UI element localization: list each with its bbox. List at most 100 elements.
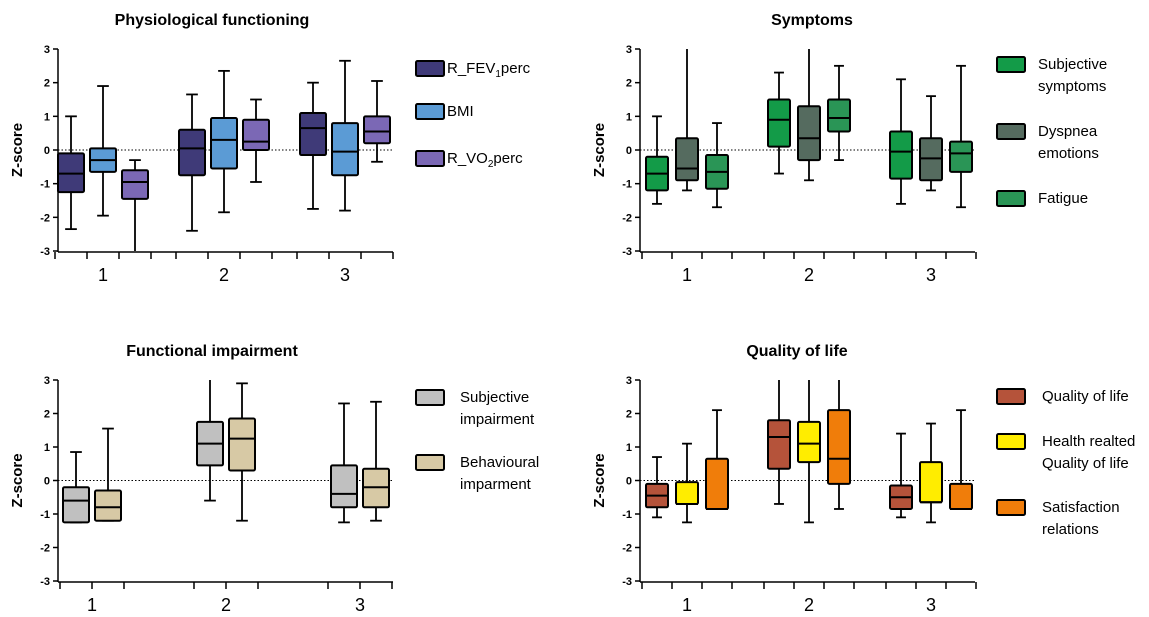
y-tick-label: 2 <box>626 78 632 90</box>
chart-panel-1: Physiological functioning Z-score 3 2 1 0 -1 -2… <box>9 12 531 285</box>
legend-swatch <box>415 454 445 471</box>
box-body <box>889 130 913 180</box>
chart-title: Symptoms <box>771 12 853 29</box>
legend-swatch <box>415 389 445 406</box>
box-body <box>228 417 256 472</box>
box-r-fev1perc <box>299 81 327 210</box>
legend-label: Subjective <box>460 389 529 406</box>
box-body <box>330 464 358 509</box>
box-body <box>827 98 851 133</box>
box-body <box>210 117 238 170</box>
y-tick-label: 1 <box>44 442 50 454</box>
y-tick-label: 0 <box>44 145 50 157</box>
box-bmi <box>89 85 117 217</box>
legend-label: symptoms <box>1038 78 1106 95</box>
box-satisfaction-relations <box>949 409 973 510</box>
box-dyspnea-emotions <box>675 49 699 192</box>
box-quality-of-life <box>767 380 791 505</box>
legend-label: Satisfaction <box>1042 499 1120 516</box>
box-body <box>62 486 90 524</box>
box-subjective-symptoms <box>645 115 669 205</box>
y-tick-label: 1 <box>626 111 632 123</box>
box-body <box>949 140 973 173</box>
legend-swatch <box>415 103 445 120</box>
box-health-realted-quality-of-life <box>675 442 699 524</box>
y-tick-label: -1 <box>40 179 50 191</box>
legend-label: imparment <box>460 476 532 493</box>
chart-panel-2: Symptoms Z-score 3 2 1 0 -1 -2 -3 1 2 3 Subjective sy… <box>591 12 1107 285</box>
box-body <box>121 169 149 200</box>
box-satisfaction-relations <box>705 409 729 510</box>
x-tick-label: 1 <box>87 595 97 615</box>
y-axis-label: Z-score <box>9 123 26 177</box>
box-r-vo2perc <box>121 159 149 251</box>
x-tick-label: 2 <box>219 265 229 285</box>
legend-label: Behavioural <box>460 454 539 471</box>
legend-item: R_VO2perc <box>415 150 523 170</box>
box-subjective-symptoms <box>767 71 791 175</box>
box-subjective-impairment <box>330 402 358 524</box>
y-tick-label: 2 <box>626 409 632 421</box>
legend-item: Quality of life <box>996 388 1129 405</box>
legend-label: Dyspnea <box>1038 123 1098 140</box>
x-tick-label: 3 <box>355 595 365 615</box>
legend-label: Subjective <box>1038 56 1107 73</box>
y-axis-label: Z-score <box>9 453 26 507</box>
y-tick-label: -3 <box>622 246 632 258</box>
box-fatigue <box>949 64 973 209</box>
legend-label: R_FEV1perc <box>447 60 531 80</box>
legend-label: relations <box>1042 521 1099 538</box>
chart-title: Functional impairment <box>126 343 298 360</box>
legend-label: Health realted <box>1042 433 1135 450</box>
y-tick-label: -3 <box>622 576 632 588</box>
box-body <box>178 128 206 177</box>
legend-item: BMI <box>415 103 474 120</box>
y-tick-label: -3 <box>40 246 50 258</box>
box-body <box>797 105 821 162</box>
y-tick-label: -3 <box>40 576 50 588</box>
chart-panel-3: Functional impairment Z-score 3 2 1 0 -1 -2 -3 1 2… <box>9 343 539 615</box>
box-quality-of-life <box>645 456 669 519</box>
legend-swatch <box>996 433 1026 450</box>
y-axis-label: Z-score <box>591 123 608 177</box>
box-subjective-symptoms <box>889 78 913 205</box>
box-bmi <box>331 59 359 212</box>
y-tick-label: 0 <box>626 145 632 157</box>
box-body <box>299 111 327 157</box>
legend-swatch <box>415 60 445 77</box>
y-tick-label: -2 <box>40 543 50 555</box>
box-r-vo2perc <box>242 98 270 183</box>
x-tick-label: 2 <box>804 595 814 615</box>
box-body <box>705 457 729 510</box>
legend-item: Subjective impairment <box>415 389 535 428</box>
y-tick-label: -2 <box>40 212 50 224</box>
legend-label: Quality of life <box>1042 455 1129 472</box>
y-tick-label: 0 <box>626 476 632 488</box>
box-body <box>331 122 359 177</box>
chart-panel-4: Quality of life Z-score 3 2 1 0 -1 -2 -3 1 2 3 Quali… <box>591 343 1135 615</box>
box-body <box>363 115 391 145</box>
box-bmi <box>210 69 238 214</box>
box-r-vo2perc <box>363 80 391 163</box>
box-behavioural-imparment <box>362 400 390 522</box>
legend-item: Fatigue <box>996 190 1088 207</box>
y-tick-label: 3 <box>626 44 632 56</box>
y-tick-label: -1 <box>622 179 632 191</box>
legend-swatch <box>996 56 1026 73</box>
legend-swatch <box>996 190 1026 207</box>
y-tick-label: 2 <box>44 409 50 421</box>
box-r-fev1perc <box>57 115 85 231</box>
box-subjective-impairment <box>196 380 224 502</box>
box-behavioural-imparment <box>228 382 256 522</box>
legend-label: emotions <box>1038 145 1099 162</box>
legend-label: Quality of life <box>1042 388 1129 405</box>
box-r-fev1perc <box>178 93 206 232</box>
x-tick-label: 1 <box>682 595 692 615</box>
box-subjective-impairment <box>62 451 90 524</box>
box-dyspnea-emotions <box>919 95 943 192</box>
y-tick-label: 2 <box>44 78 50 90</box>
box-body <box>94 489 122 522</box>
box-behavioural-imparment <box>94 427 122 522</box>
box-body <box>919 461 943 504</box>
